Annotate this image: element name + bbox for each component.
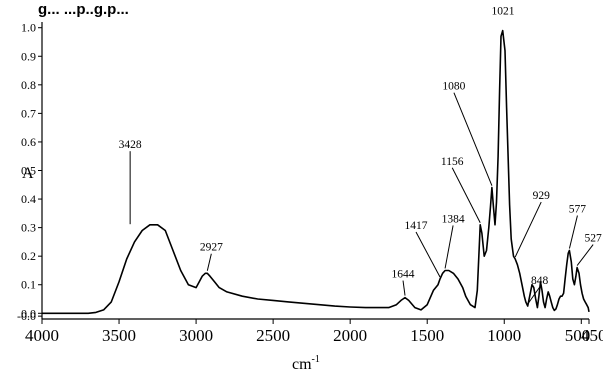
x-tick-label: 450 [581, 326, 603, 345]
peak-leader-line [444, 225, 454, 269]
peak-label: 577 [569, 203, 587, 215]
peak-label: 1644 [392, 269, 415, 281]
y-tick-label: -0.0 [17, 309, 36, 323]
spectrum-line [42, 29, 590, 315]
y-tick-label: 0.7 [21, 106, 36, 120]
axes [41, 22, 589, 320]
x-tick-label: 3000 [179, 326, 213, 345]
peak-leader-line [453, 92, 493, 186]
peak-label: 1417 [405, 220, 428, 232]
y-tick-label: 0.2 [21, 249, 36, 263]
peak-label: 527 [585, 233, 603, 245]
peak-label: 1080 [442, 81, 465, 93]
peak-leader-line [451, 167, 481, 223]
peak-label: 1156 [441, 156, 464, 168]
y-tick-label: 0.6 [21, 135, 36, 149]
y-axis-label: A [22, 165, 34, 182]
x-tick-label: 2500 [256, 326, 290, 345]
peak-annotations: 3428 2927 1644 1417 1384 1156 1080 1021 929 848 57… [119, 5, 603, 305]
peak-leader-line [402, 280, 406, 296]
peak-leader-line [568, 215, 578, 249]
peak-leader-line [514, 201, 542, 258]
x-tick-label: 500 [565, 326, 591, 345]
y-axis-ticks: 1.0 0.9 0.8 0.7 0.6 0.5 0.4 0.3 0.2 0.1 0.0-0.0 [17, 21, 42, 323]
peak-leader-line [527, 286, 541, 305]
x-axis-label-main: cm [292, 356, 312, 373]
peak-label: 2927 [200, 242, 223, 254]
x-axis-label-superscript: -1 [312, 354, 320, 365]
peak-label: 1021 [492, 5, 515, 17]
caption-crop-mask [0, 0, 603, 6]
y-tick-label: 0.8 [21, 78, 36, 92]
peak-label: 3428 [119, 139, 142, 151]
x-tick-label: 1000 [487, 326, 521, 345]
x-tick-label: 3500 [102, 326, 136, 345]
peak-label: 929 [533, 190, 551, 202]
peak-leader-line [415, 231, 441, 278]
y-tick-label: 0.9 [21, 49, 36, 63]
peak-label: 848 [531, 275, 549, 287]
x-axis-label: cm-1 [292, 354, 320, 373]
x-tick-label: 1500 [410, 326, 444, 345]
y-tick-label: 1.0 [21, 21, 36, 35]
peak-leader-line [206, 253, 212, 271]
y-tick-label: 0.1 [21, 278, 36, 292]
peak-leader-line [576, 244, 594, 266]
y-tick-label: 0.4 [21, 192, 36, 206]
x-tick-label: 2000 [333, 326, 367, 345]
peak-label: 1384 [442, 213, 465, 225]
y-tick-label: 0.0 [21, 306, 36, 320]
x-tick-label: 4000 [25, 326, 59, 345]
y-tick-label: 0.5 [21, 164, 36, 178]
y-tick-label: 0.3 [21, 221, 36, 235]
